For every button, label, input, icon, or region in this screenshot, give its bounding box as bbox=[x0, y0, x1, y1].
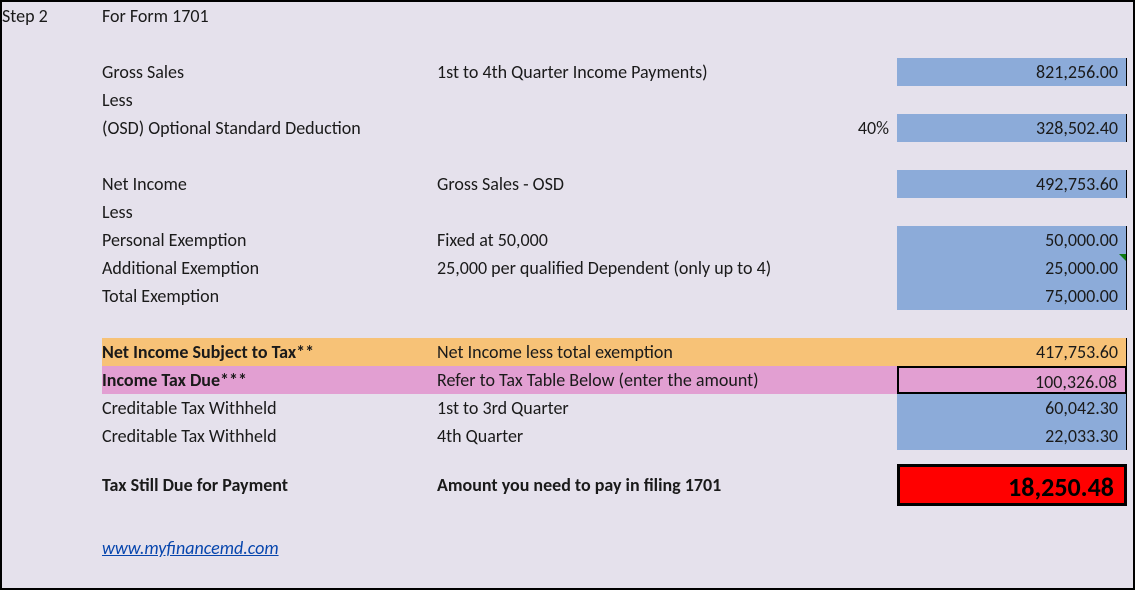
net-income-label: Net Income bbox=[102, 170, 437, 198]
personal-exemption-desc: Fixed at 50,000 bbox=[437, 226, 852, 254]
gross-sales-value: 821,256.00 bbox=[897, 58, 1127, 86]
osd-value: 328,502.40 bbox=[897, 114, 1127, 142]
additional-exemption-desc: 25,000 per qualified Dependent (only up … bbox=[437, 254, 852, 282]
income-tax-due-desc: Refer to Tax Table Below (enter the amou… bbox=[437, 366, 852, 394]
tax-due-label: Tax Still Due for Payment bbox=[102, 464, 437, 506]
gross-sales-label: Gross Sales bbox=[102, 58, 437, 86]
ctw1-label: Creditable Tax Withheld bbox=[102, 394, 437, 422]
additional-exemption-value: 25,000.00 bbox=[897, 254, 1127, 282]
error-flag-icon bbox=[1119, 254, 1126, 261]
form-title: For Form 1701 bbox=[102, 2, 437, 30]
source-link[interactable]: www.myfinancemd.com bbox=[102, 537, 279, 559]
total-exemption-label: Total Exemption bbox=[102, 282, 437, 310]
personal-exemption-value: 50,000.00 bbox=[897, 226, 1127, 254]
ctw2-desc: 4th Quarter bbox=[437, 422, 852, 450]
personal-exemption-label: Personal Exemption bbox=[102, 226, 437, 254]
net-income-subject-label: Net Income Subject to Tax** bbox=[102, 338, 437, 366]
ctw1-value: 60,042.30 bbox=[897, 394, 1127, 422]
income-tax-due-value[interactable]: 100,326.08 bbox=[897, 366, 1127, 394]
net-income-desc: Gross Sales - OSD bbox=[437, 170, 852, 198]
ctw2-label: Creditable Tax Withheld bbox=[102, 422, 437, 450]
ctw2-value: 22,033.30 bbox=[897, 422, 1127, 450]
worksheet-grid: Step 2 For Form 1701 Gross Sales 1st to … bbox=[2, 2, 1133, 562]
osd-label: (OSD) Optional Standard Deduction bbox=[102, 114, 437, 142]
net-income-value: 492,753.60 bbox=[897, 170, 1127, 198]
income-tax-due-label: Income Tax Due*** bbox=[102, 366, 437, 394]
step-label: Step 2 bbox=[2, 2, 102, 30]
less2-label: Less bbox=[102, 198, 437, 226]
worksheet-frame: Step 2 For Form 1701 Gross Sales 1st to … bbox=[0, 0, 1135, 590]
osd-pct: 40% bbox=[852, 114, 897, 142]
ctw1-desc: 1st to 3rd Quarter bbox=[437, 394, 852, 422]
less1-label: Less bbox=[102, 86, 437, 114]
total-exemption-value: 75,000.00 bbox=[897, 282, 1127, 310]
gross-sales-desc: 1st to 4th Quarter Income Payments) bbox=[437, 58, 852, 86]
net-income-subject-value: 417,753.60 bbox=[897, 338, 1127, 366]
tax-due-value: 18,250.48 bbox=[897, 464, 1127, 506]
additional-exemption-label: Additional Exemption bbox=[102, 254, 437, 282]
tax-due-desc: Amount you need to pay in filing 1701 bbox=[437, 464, 852, 506]
net-income-subject-desc: Net Income less total exemption bbox=[437, 338, 852, 366]
